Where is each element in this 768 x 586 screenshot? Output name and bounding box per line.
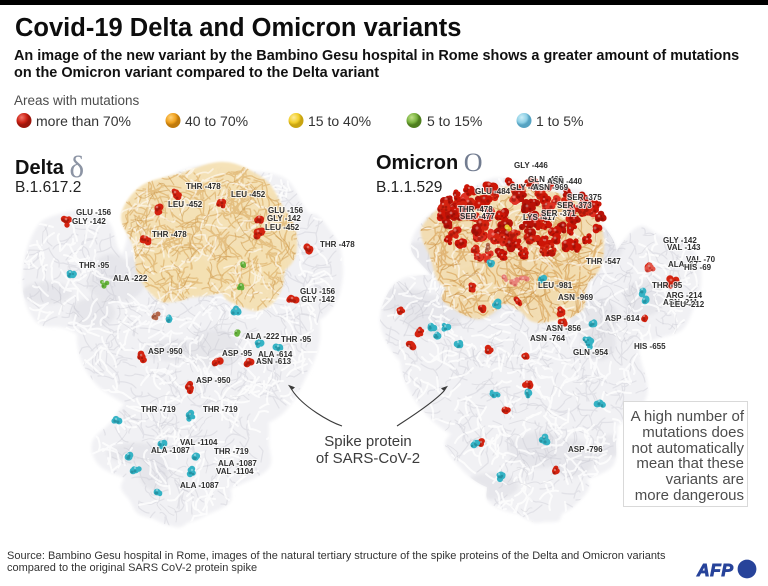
svg-text:GLY -142: GLY -142 (267, 214, 301, 223)
svg-text:SER -373: SER -373 (557, 201, 592, 210)
svg-text:SER -371: SER -371 (541, 209, 576, 218)
svg-text:LEU -452: LEU -452 (168, 200, 203, 209)
svg-text:GLY -142: GLY -142 (72, 217, 106, 226)
svg-text:ASN -613: ASN -613 (256, 357, 292, 366)
svg-text:GLY -446: GLY -446 (514, 161, 548, 170)
svg-text:VAL -143: VAL -143 (667, 243, 701, 252)
svg-text:GLY -142: GLY -142 (301, 295, 335, 304)
svg-text:THR -478: THR -478 (152, 230, 187, 239)
svg-text:THR -719: THR -719 (203, 405, 238, 414)
svg-text:ASP -614: ASP -614 (605, 314, 640, 323)
svg-text:THR -547: THR -547 (586, 257, 621, 266)
svg-text:LYS -417: LYS -417 (523, 213, 557, 222)
svg-text:GLU -156: GLU -156 (268, 206, 304, 215)
svg-text:ASN -211: ASN -211 (663, 298, 698, 307)
svg-text:GLU -156: GLU -156 (76, 208, 112, 217)
svg-text:VAL -1104: VAL -1104 (180, 438, 218, 447)
svg-text:GLU -484: GLU -484 (475, 187, 511, 196)
svg-text:ASN -440: ASN -440 (547, 177, 583, 186)
svg-text:ASN -969: ASN -969 (533, 183, 569, 192)
svg-text:ALA -614: ALA -614 (258, 350, 293, 359)
svg-text:GLY -142: GLY -142 (663, 236, 697, 245)
svg-text:GLN -498: GLN -498 (528, 175, 564, 184)
svg-text:THR -719: THR -719 (141, 405, 176, 414)
svg-text:ASP -95: ASP -95 (222, 349, 253, 358)
svg-text:ASP -950: ASP -950 (148, 347, 183, 356)
svg-text:ASP -950: ASP -950 (196, 376, 231, 385)
svg-text:LEU -212: LEU -212 (670, 300, 705, 309)
svg-text:LEU -981: LEU -981 (538, 281, 573, 290)
svg-text:ARG -214: ARG -214 (666, 291, 703, 300)
svg-text:THR -95: THR -95 (79, 261, 110, 270)
svg-text:SER -477: SER -477 (460, 212, 495, 221)
svg-text:THR -95: THR -95 (652, 281, 683, 290)
svg-text:ASN -969: ASN -969 (558, 293, 594, 302)
svg-text:THR -478: THR -478 (320, 240, 355, 249)
svg-text:ALA -222: ALA -222 (245, 332, 280, 341)
svg-text:ALA -1087: ALA -1087 (218, 459, 257, 468)
svg-text:THR -719: THR -719 (214, 447, 249, 456)
svg-text:GLN -954: GLN -954 (573, 348, 609, 357)
svg-text:VAL -1104: VAL -1104 (216, 467, 254, 476)
svg-text:LEU -452: LEU -452 (265, 223, 300, 232)
svg-text:ASN -764: ASN -764 (530, 334, 566, 343)
svg-text:GLY -496: GLY -496 (510, 183, 544, 192)
svg-text:HIS -69: HIS -69 (684, 263, 712, 272)
svg-text:LEU -452: LEU -452 (231, 190, 266, 199)
svg-text:THR -95: THR -95 (281, 335, 312, 344)
svg-text:HIS -655: HIS -655 (634, 342, 666, 351)
svg-text:THR -478: THR -478 (458, 205, 493, 214)
svg-text:ASP -796: ASP -796 (568, 445, 603, 454)
svg-text:ALA -67: ALA -67 (668, 260, 698, 269)
svg-text:VAL -70: VAL -70 (686, 255, 716, 264)
svg-text:ALA -222: ALA -222 (113, 274, 148, 283)
svg-text:THR -478: THR -478 (186, 182, 221, 191)
svg-text:ALA -1087: ALA -1087 (180, 481, 219, 490)
svg-text:GLU -156: GLU -156 (300, 287, 336, 296)
svg-text:SER -375: SER -375 (567, 193, 602, 202)
svg-text:ASN -856: ASN -856 (546, 324, 582, 333)
svg-text:ALA -1087: ALA -1087 (151, 446, 190, 455)
